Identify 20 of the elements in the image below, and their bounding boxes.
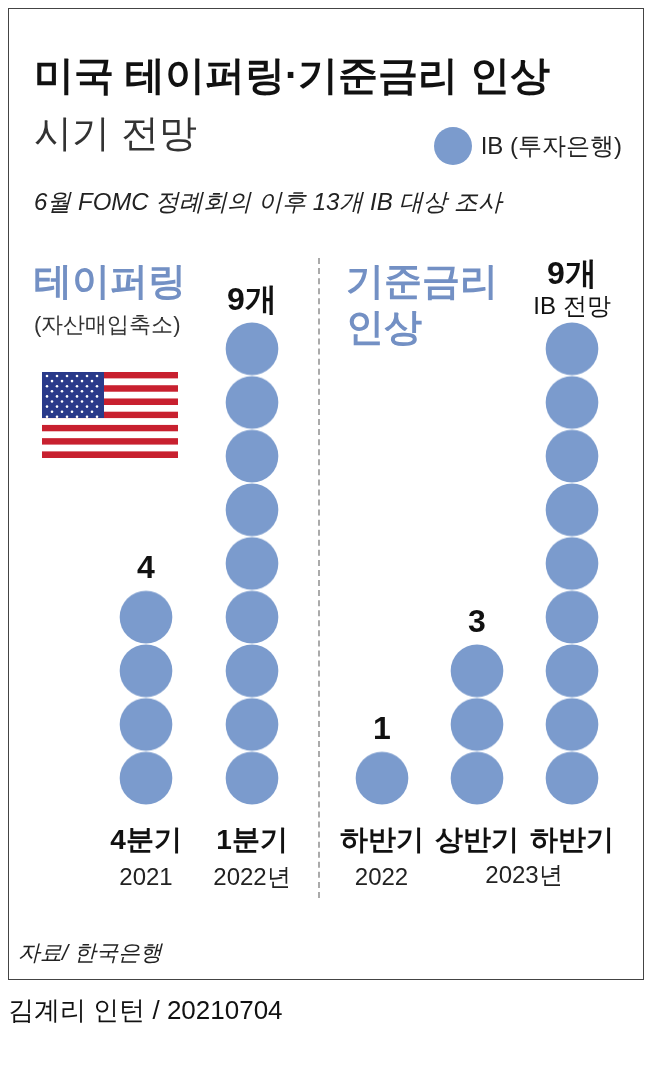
text: 미국 테이퍼링·기준금리 인상 xyxy=(34,52,550,99)
chart-title: 기준금리 인상 xyxy=(346,259,499,350)
text: 시기 전망 xyxy=(34,111,197,156)
text: 김계리 인턴 / 20210704 xyxy=(8,994,283,1027)
x-tick-label: 4분기 2021 xyxy=(110,824,182,890)
chart-title: 테이퍼링 xyxy=(34,259,187,304)
x-tick-label: 하반기 xyxy=(529,824,614,855)
data-label: 9개 IB 전망 xyxy=(533,255,611,319)
chart-subtitle: (자산매입축소) xyxy=(34,311,181,339)
data-label: 1 xyxy=(373,710,391,747)
text: 6월 FOMC 정례회의 이후 13개 IB 대상 조사 xyxy=(34,187,503,217)
text: 2023년 xyxy=(484,860,564,890)
x-tick-label: 하반기 2022 xyxy=(339,824,424,890)
x-tick-label: 1분기 2022년 xyxy=(213,824,291,890)
data-label: 4 xyxy=(137,549,156,586)
data-label: 9개 xyxy=(227,281,277,317)
text: 자료/ 한국은행 xyxy=(18,939,163,967)
data-label: 3 xyxy=(468,603,486,639)
text: IB (투자은행) xyxy=(480,131,622,161)
x-tick-label: 상반기 xyxy=(434,824,519,855)
